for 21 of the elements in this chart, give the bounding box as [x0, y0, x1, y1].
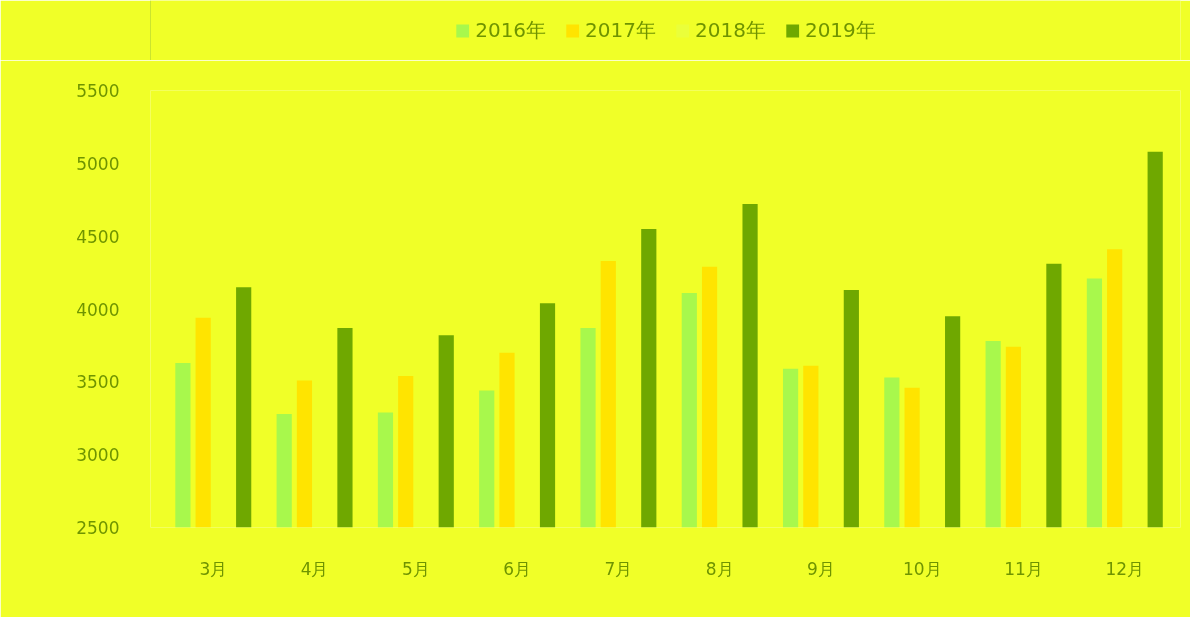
- x-tick-label: 5月: [401, 558, 430, 579]
- x-tick-label: 9月: [807, 558, 835, 579]
- y-tick-label: 5500: [76, 81, 120, 101]
- legend-label: 2019年: [804, 16, 876, 44]
- x-tick-label: 8月: [705, 558, 734, 579]
- x-tick-label: 11月: [1004, 558, 1043, 579]
- y-tick-label: 3500: [76, 372, 120, 393]
- y-tick-label: 3000: [76, 445, 120, 466]
- x-tick-label: 3月: [199, 558, 228, 579]
- x-tick-label: 6月: [503, 558, 532, 579]
- y-tick-label: 5000: [76, 153, 120, 174]
- x-tick-label: 12月: [1105, 558, 1145, 579]
- x-tick-label: 4月: [300, 558, 329, 579]
- legend-label: 2018年: [695, 16, 766, 44]
- y-tick-label: 4000: [76, 299, 120, 320]
- x-tick-label: 7月: [604, 558, 633, 579]
- y-tick-label: 4500: [76, 226, 120, 247]
- legend-label: 2017年: [585, 16, 656, 44]
- x-tick-label: 10月: [902, 558, 942, 579]
- y-tick-label: 2500: [76, 518, 120, 538]
- legend-label: 2016年: [475, 16, 547, 44]
